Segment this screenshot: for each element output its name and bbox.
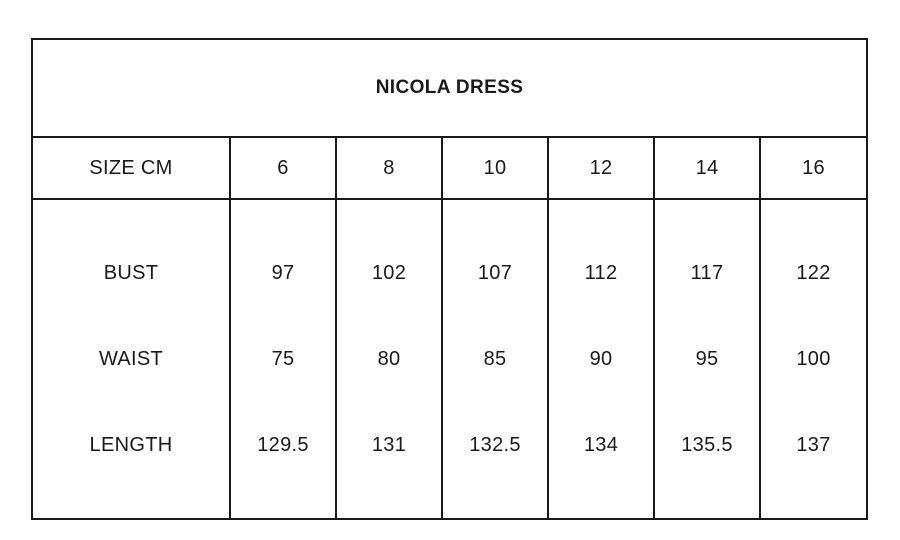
- size-col-header-8: 8: [335, 136, 443, 200]
- waist-value: 90: [589, 348, 613, 370]
- bust-value: 97: [271, 262, 295, 284]
- length-value: 129.5: [257, 434, 309, 456]
- size-chart-table: NICOLA DRESS SIZE CM 6 8 10 12 14 16 BUS…: [30, 38, 869, 520]
- waist-value: 80: [377, 348, 401, 370]
- values-cell-size-10: 107 85 132.5: [441, 198, 549, 520]
- bust-value: 112: [584, 262, 618, 284]
- waist-value: 95: [695, 348, 719, 370]
- values-cell-size-16: 122 100 137: [758, 198, 869, 520]
- waist-value: 85: [483, 348, 507, 370]
- values-cell-size-12: 112 90 134: [547, 198, 655, 520]
- size-col-header-12: 12: [547, 136, 655, 200]
- length-value: 135.5: [681, 434, 733, 456]
- bust-value: 122: [796, 262, 831, 284]
- row-label-length: LENGTH: [89, 434, 173, 456]
- length-value: 131: [371, 434, 407, 456]
- title-row: NICOLA DRESS: [30, 38, 869, 138]
- size-header-row: SIZE CM 6 8 10 12 14 16: [31, 136, 869, 200]
- values-cell-size-14: 117 95 135.5: [653, 198, 761, 520]
- size-col-header-16: 16: [758, 136, 869, 200]
- length-value: 137: [796, 434, 831, 456]
- size-col-header-10: 10: [441, 136, 549, 200]
- measurements-body-row: BUST WAIST LENGTH 97 75 129.5 102 80: [31, 198, 869, 520]
- length-value: 132.5: [469, 434, 521, 456]
- waist-value: 75: [271, 348, 295, 370]
- size-col-header-6: 6: [229, 136, 337, 200]
- values-cell-size-8: 102 80 131: [335, 198, 443, 520]
- values-cell-size-6: 97 75 129.5: [229, 198, 337, 520]
- bust-value: 117: [690, 262, 724, 284]
- size-col-header-14: 14: [653, 136, 761, 200]
- length-value: 134: [583, 434, 619, 456]
- chart-title: NICOLA DRESS: [30, 38, 869, 138]
- measurement-labels-cell: BUST WAIST LENGTH: [31, 198, 231, 520]
- row-label-waist: WAIST: [98, 348, 164, 370]
- row-label-bust: BUST: [103, 262, 159, 284]
- size-unit-header: SIZE CM: [31, 136, 231, 200]
- bust-value: 107: [477, 262, 513, 284]
- bust-value: 102: [371, 262, 407, 284]
- waist-value: 100: [796, 348, 831, 370]
